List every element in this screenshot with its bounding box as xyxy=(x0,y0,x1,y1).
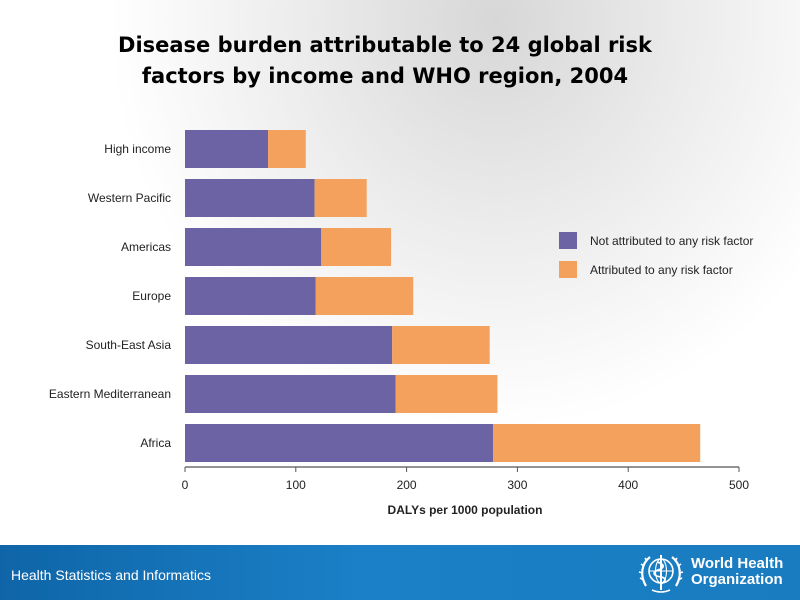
bar-eastern-mediterranean-series-1 xyxy=(185,375,396,413)
bar-europe-series-2 xyxy=(315,277,414,315)
stacked-bar-chart: High income Western Pacific Americas Europe… xyxy=(49,130,753,517)
legend-swatch-series-2 xyxy=(559,261,577,278)
bar-africa-series-1 xyxy=(185,424,494,462)
bar-south-east-asia-series-1 xyxy=(185,326,393,364)
x-tick-label: 200 xyxy=(397,478,417,492)
y-tick-label: Eastern Mediterranean xyxy=(49,387,171,401)
y-tick-label: Western Pacific xyxy=(88,191,171,205)
who-emblem-icon xyxy=(638,555,684,593)
x-tick-label: 100 xyxy=(286,478,306,492)
x-tick-label: 400 xyxy=(618,478,638,492)
y-tick-label: High income xyxy=(104,142,171,156)
legend-swatch-series-1 xyxy=(559,232,577,249)
bar-south-east-asia-series-2 xyxy=(392,326,490,364)
bar-americas-series-1 xyxy=(185,228,322,266)
bar-eastern-mediterranean-series-2 xyxy=(395,375,498,413)
footer-department-text: Health Statistics and Informatics xyxy=(11,567,211,583)
x-tick-label: 500 xyxy=(729,478,749,492)
who-wordmark: World Health Organization xyxy=(691,556,783,588)
y-tick-label: South-East Asia xyxy=(86,338,172,352)
bar-high-income-series-1 xyxy=(185,130,269,168)
bar-western-pacific-series-1 xyxy=(185,179,315,217)
bar-europe-series-1 xyxy=(185,277,316,315)
bar-high-income-series-2 xyxy=(268,130,306,168)
legend-label-series-2: Attributed to any risk factor xyxy=(590,263,733,277)
x-tick-label: 300 xyxy=(507,478,527,492)
y-tick-label: Americas xyxy=(121,240,171,254)
who-wordmark-line-2: Organization xyxy=(691,571,783,588)
bar-western-pacific-series-2 xyxy=(314,179,367,217)
x-tick-label: 0 xyxy=(182,478,189,492)
y-tick-label: Africa xyxy=(140,436,171,450)
slide-title: Disease burden attributable to 24 global… xyxy=(40,30,730,92)
bar-americas-series-2 xyxy=(321,228,392,266)
who-wordmark-line-1: World Health xyxy=(691,555,784,572)
y-tick-label: Europe xyxy=(132,289,171,303)
slide-title-line-2: factors by income and WHO region, 2004 xyxy=(141,64,629,88)
slide-title-line-1: Disease burden attributable to 24 global… xyxy=(118,33,652,57)
legend-label-series-1: Not attributed to any risk factor xyxy=(590,234,753,248)
x-axis-title: DALYs per 1000 population xyxy=(388,503,543,517)
footer-bar: Health Statistics and Informatics World … xyxy=(0,545,800,600)
bar-africa-series-2 xyxy=(493,424,701,462)
